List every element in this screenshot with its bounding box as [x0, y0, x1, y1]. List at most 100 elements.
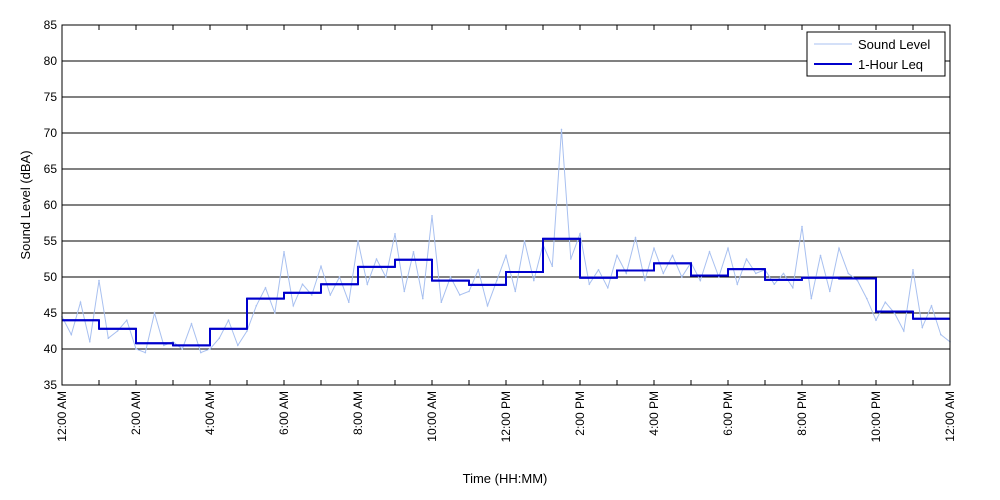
sound-level-point [625, 272, 628, 275]
sound-level-point [98, 279, 100, 282]
sound-level-point [570, 258, 572, 260]
sound-level-point [671, 254, 674, 257]
legend: Sound Level 1-Hour Leq [806, 31, 946, 77]
sound-level-point [884, 301, 887, 304]
x-tick-label: 6:00 AM [277, 391, 291, 435]
x-tick-label: 12:00 AM [55, 391, 69, 442]
sound-level-point [264, 287, 267, 289]
sound-level-point [736, 283, 739, 286]
y-tick-label: 55 [44, 234, 58, 248]
sound-level-point [940, 333, 942, 336]
sound-level-point [801, 225, 803, 228]
sound-level-point [79, 301, 82, 304]
y-axis-title: Sound Level (dBA) [18, 150, 33, 259]
sound-level-point [320, 265, 322, 268]
sound-level-point [866, 297, 868, 300]
sound-level-point [838, 247, 840, 249]
sound-level-point [745, 258, 748, 260]
series-group [61, 128, 951, 354]
sound-level-point [653, 247, 655, 249]
sound-level-point [496, 279, 498, 282]
sound-level-point [227, 319, 230, 322]
y-tick-label: 85 [44, 18, 58, 32]
y-tick-label: 60 [44, 198, 58, 212]
sound-level-point [422, 297, 424, 300]
y-tick-label: 65 [44, 162, 58, 176]
legend-label-1-hour-leq: 1-Hour Leq [858, 57, 923, 72]
sound-level-point [912, 269, 914, 271]
sound-level-point [283, 251, 285, 253]
sound-level-point [246, 330, 248, 332]
sound-level-point [875, 319, 877, 322]
sound-level-point [329, 294, 332, 296]
sound-level-point [681, 276, 683, 278]
sound-level-point [385, 276, 387, 278]
sound-level-point [819, 254, 822, 257]
y-tick-label: 50 [44, 270, 58, 284]
sound-level-point [792, 287, 794, 289]
sound-level-point [930, 305, 933, 307]
sound-level-point [773, 283, 776, 286]
x-tick-label: 6:00 PM [721, 391, 735, 436]
legend-box [806, 31, 946, 77]
sound-level-point [135, 348, 137, 350]
sound-level-point [237, 344, 239, 347]
sound-level-point [505, 254, 507, 257]
sound-level-point [301, 283, 304, 286]
sound-level-point [200, 351, 202, 354]
sound-level-point [856, 279, 859, 282]
sound-level-point [403, 290, 406, 293]
sound-level-point [727, 247, 729, 249]
sound-level-point [662, 272, 665, 275]
sound-level-point [357, 240, 359, 242]
sound-level-point [311, 294, 313, 296]
x-axis-title: Time (HH:MM) [463, 471, 548, 486]
sound-level-point [255, 305, 258, 307]
x-tick-label: 8:00 AM [351, 391, 365, 435]
plot-frame [61, 24, 951, 386]
sound-level-point [903, 330, 905, 332]
sound-level-point [921, 326, 924, 329]
sound-level-point [274, 312, 276, 314]
y-tick-labels: 35 40 45 50 55 60 65 70 75 80 85 [44, 18, 58, 392]
sound-level-point [579, 233, 581, 235]
sound-level-point [431, 215, 433, 217]
x-tick-labels: 12:00 AM 2:00 AM 4:00 AM 6:00 AM 8:00 AM 10:0… [55, 391, 957, 442]
sound-level-point [514, 290, 517, 293]
y-tick-label: 45 [44, 306, 58, 320]
sound-level-point [486, 305, 489, 307]
sound-level-point [551, 265, 554, 268]
x-tick-label: 2:00 PM [573, 391, 587, 436]
sound-level-point [126, 319, 128, 322]
sound-level-point [755, 272, 757, 275]
sound-level-point [782, 272, 785, 275]
x-tick-label: 4:00 AM [203, 391, 217, 435]
sound-level-point [107, 337, 110, 340]
sound-level-point [523, 240, 526, 242]
sound-level-point [209, 348, 211, 350]
sound-level-point [153, 312, 156, 314]
x-tick-label: 10:00 AM [425, 391, 439, 442]
sound-level-point [616, 254, 618, 257]
sound-level-point [348, 301, 350, 304]
x-tick-label: 10:00 PM [869, 391, 883, 442]
sound-level-point [89, 341, 91, 343]
x-tick-label: 4:00 PM [647, 391, 661, 436]
sound-level-point [847, 272, 850, 275]
sound-level-point [607, 287, 609, 289]
sound-level-point [477, 269, 480, 271]
sound-level-point [708, 251, 711, 253]
sound-level-point [449, 276, 452, 278]
sound-level-point [338, 276, 341, 278]
sound-level-point [634, 236, 637, 239]
sound-level-point [163, 344, 165, 347]
x-tick-label: 8:00 PM [795, 391, 809, 436]
x-tick-label: 2:00 AM [129, 391, 143, 435]
sound-level-point [375, 258, 378, 260]
sound-level-point [292, 305, 295, 307]
sound-level-point [144, 351, 147, 354]
sound-level-point [218, 337, 221, 340]
sound-level-point [560, 128, 563, 131]
y-tick-label: 75 [44, 90, 58, 104]
